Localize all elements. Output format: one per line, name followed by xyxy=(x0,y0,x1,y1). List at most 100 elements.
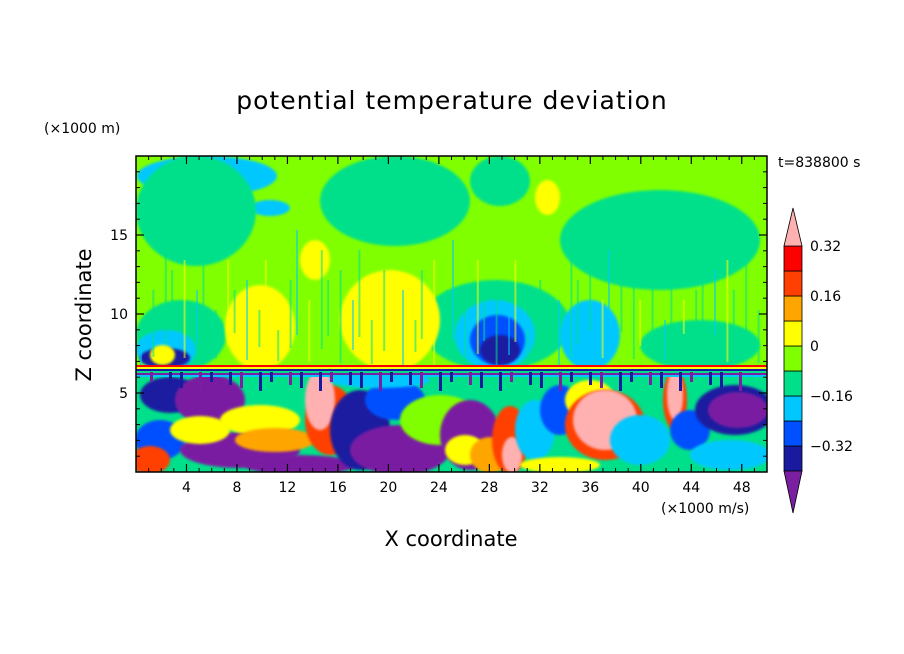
upper-streak-20 xyxy=(352,300,354,350)
y-tick-label-2: 15 xyxy=(110,228,128,244)
tropopause-drip-33 xyxy=(649,372,652,385)
upper-streak-34 xyxy=(495,280,498,368)
upper-streak-18 xyxy=(327,280,330,336)
upper-streak-10 xyxy=(246,280,248,360)
lower-contour-33 xyxy=(520,457,600,472)
y-axis: 5 10 15 xyxy=(110,171,767,457)
upper-contour-3 xyxy=(136,156,256,266)
x-tick-label-3: 16 xyxy=(329,480,347,496)
upper-streak-48 xyxy=(639,300,642,346)
tropopause-drip-4 xyxy=(210,372,213,382)
lower-field-contours xyxy=(136,370,767,472)
upper-contour-21 xyxy=(150,345,175,365)
upper-streak-28 xyxy=(433,260,436,366)
colorbar: 0.32 0.16 0 −0.16 −0.32 xyxy=(783,207,853,514)
time-label: t=838800 s xyxy=(778,155,861,171)
upper-streak-23 xyxy=(383,270,386,351)
tropopause-drip-25 xyxy=(529,372,532,385)
tropopause-drip-12 xyxy=(330,372,333,382)
upper-streak-24 xyxy=(389,300,392,338)
x-tick-label-1: 8 xyxy=(232,480,241,496)
x-tick-label-2: 12 xyxy=(279,480,297,496)
upper-streak-15 xyxy=(296,230,298,335)
colorbar-tick-label-4: −0.32 xyxy=(810,439,853,455)
upper-streak-30 xyxy=(452,240,454,340)
tropopause-stripe-1 xyxy=(136,367,767,369)
lower-contour-20 xyxy=(502,437,522,472)
upper-streak-27 xyxy=(420,270,423,339)
upper-contour-10 xyxy=(640,320,760,370)
tropopause-drip-2 xyxy=(180,372,183,388)
tropopause-drip-7 xyxy=(259,372,262,391)
colorbar-box-0 xyxy=(783,445,803,472)
y-tick-label-0: 5 xyxy=(119,386,128,402)
tropopause-drip-37 xyxy=(709,372,712,385)
colorbar-tick-label-2: 0 xyxy=(810,339,819,355)
x-axis-label: X coordinate xyxy=(0,527,904,551)
upper-streak-38 xyxy=(539,280,542,356)
colorbar-extend-top xyxy=(783,207,803,247)
tropopause-drip-36 xyxy=(690,372,693,382)
upper-streak-5 xyxy=(196,290,198,345)
upper-streak-29 xyxy=(445,290,448,353)
colorbar-box-1 xyxy=(783,420,803,447)
upper-streak-43 xyxy=(589,230,592,331)
upper-contour-19 xyxy=(300,240,330,280)
tropopause-drip-28 xyxy=(570,372,573,382)
tropopause-drip-32 xyxy=(630,372,633,382)
lower-contour-8 xyxy=(235,428,315,452)
upper-streak-37 xyxy=(526,330,529,369)
tropopause-drip-1 xyxy=(169,372,172,385)
colorbar-box-7 xyxy=(783,270,803,297)
tropopause-drip-21 xyxy=(469,372,472,385)
upper-streak-25 xyxy=(402,290,404,365)
upper-streak-31 xyxy=(464,310,467,367)
colorbar-box-5 xyxy=(783,320,803,347)
tropopause-drip-38 xyxy=(720,372,723,388)
upper-streak-50 xyxy=(664,320,666,360)
x-tick-label-5: 24 xyxy=(430,480,448,496)
chart-title: potential temperature deviation xyxy=(236,86,668,115)
upper-streak-2 xyxy=(164,240,167,344)
lower-contour-26 xyxy=(610,415,670,465)
x-axis: 4 8 12 16 20 24 28 32 36 40 44 48 xyxy=(148,156,755,496)
lower-contour-5 xyxy=(136,446,170,472)
x-tick-label-0: 4 xyxy=(182,480,191,496)
upper-streak-4 xyxy=(183,260,186,358)
upper-streak-12 xyxy=(264,260,267,334)
upper-streak-35 xyxy=(508,310,510,355)
upper-streak-49 xyxy=(651,250,654,333)
upper-streak-33 xyxy=(483,290,486,341)
upper-streak-32 xyxy=(476,260,479,354)
x-tick-label-4: 20 xyxy=(379,480,397,496)
tropopause-drip-3 xyxy=(199,372,202,391)
colorbar-box-6 xyxy=(783,295,803,322)
x-tick-label-9: 40 xyxy=(632,480,650,496)
upper-streak-21 xyxy=(358,250,361,337)
upper-contour-18 xyxy=(360,300,430,370)
upper-streak-0 xyxy=(140,340,142,370)
tropopause-drip-8 xyxy=(270,372,273,382)
tropopause-drip-26 xyxy=(540,372,543,388)
colorbar-box-2 xyxy=(783,395,803,422)
tropopause-drip-17 xyxy=(409,372,412,385)
tropopause-drip-5 xyxy=(229,372,232,385)
tropopause-drip-22 xyxy=(480,372,483,388)
upper-contour-5 xyxy=(470,156,530,206)
upper-streak-14 xyxy=(289,280,292,348)
upper-streak-44 xyxy=(601,300,604,358)
y-tick-label-1: 10 xyxy=(110,307,128,323)
upper-streak-7 xyxy=(214,310,217,359)
upper-streak-57 xyxy=(732,290,735,349)
colorbar-box-8 xyxy=(783,245,803,272)
tropopause-drip-0 xyxy=(150,372,153,382)
tropopause-drip-23 xyxy=(499,372,502,391)
x-tick-label-6: 28 xyxy=(480,480,498,496)
tropopause-drip-18 xyxy=(420,372,423,388)
tropopause-drip-10 xyxy=(300,372,303,388)
tropopause-drip-11 xyxy=(319,372,322,391)
tropopause-drip-9 xyxy=(289,372,292,385)
tropopause-drip-16 xyxy=(390,372,393,382)
colorbar-box-3 xyxy=(783,370,803,397)
upper-streak-6 xyxy=(202,240,205,332)
